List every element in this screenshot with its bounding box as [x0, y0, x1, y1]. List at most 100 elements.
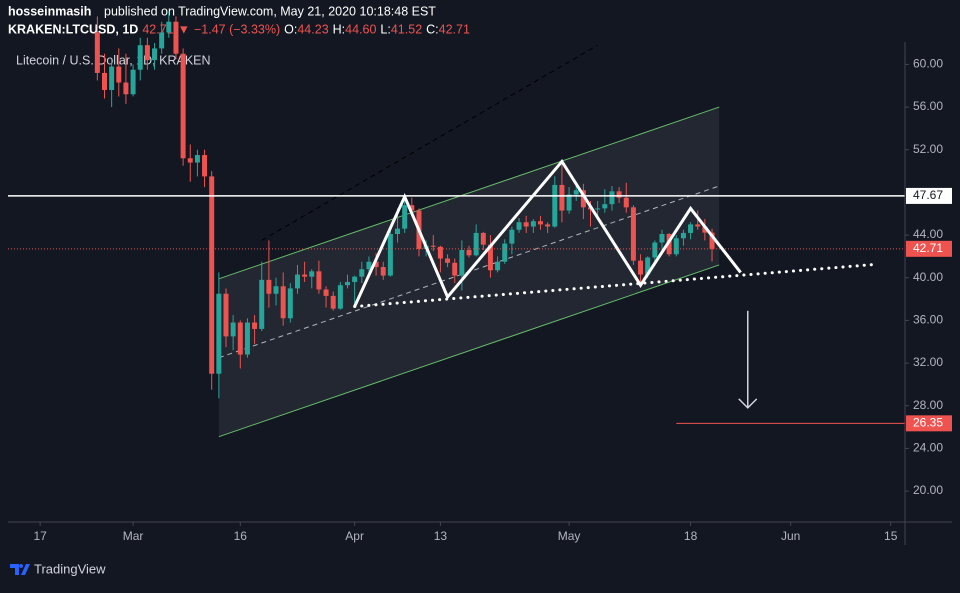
candle-body — [94, 32, 100, 73]
candle-body — [387, 234, 393, 276]
candle-body — [688, 224, 694, 233]
pattern — [353, 158, 742, 308]
channel-line — [218, 264, 720, 438]
candle-body — [473, 232, 479, 256]
quote-text: 44.60 — [345, 22, 376, 36]
x-tick-label: 16 — [234, 529, 248, 543]
candle-body — [630, 207, 636, 261]
candle-body — [702, 226, 708, 233]
x-tick-label: 17 — [33, 529, 47, 543]
quote-text: C: — [426, 22, 439, 36]
candle-body — [395, 228, 401, 234]
y-tick-label: 40.00 — [913, 270, 943, 284]
y-tick-label: 56.00 — [913, 99, 943, 113]
candle-body — [566, 194, 572, 211]
candle-body — [223, 293, 229, 337]
candle-body — [673, 238, 679, 255]
candle-body — [130, 69, 136, 95]
price-label-box — [906, 187, 952, 204]
candle-body — [194, 155, 200, 163]
candle-body — [638, 260, 644, 275]
candle-body — [509, 229, 515, 244]
candle-body — [573, 190, 579, 195]
channel-line — [218, 106, 720, 280]
candle-body — [323, 289, 329, 296]
candle-body — [437, 246, 443, 259]
candle-body — [495, 261, 501, 271]
quote-text: 42.71 — [439, 22, 470, 36]
y-tick-label: 36.00 — [913, 313, 943, 327]
x-tick-label: May — [558, 529, 581, 543]
quote-text: L: — [380, 22, 390, 36]
candle-body — [380, 267, 386, 276]
candle-body — [159, 32, 165, 49]
candle-body — [552, 184, 558, 227]
candle-body — [445, 258, 451, 263]
candle-body — [523, 222, 529, 227]
candle-body — [530, 221, 536, 227]
logo — [10, 564, 30, 575]
candle-body — [166, 21, 172, 33]
candle-body — [616, 191, 622, 198]
candle-body — [452, 262, 458, 276]
candle-body — [116, 66, 122, 83]
candle-body — [545, 224, 551, 227]
candle-body — [516, 222, 522, 230]
candle-body — [202, 155, 208, 177]
quote-line: KRAKEN:LTCUSD, 1D 42.71 ▼ −1.47 (−3.33%) O: 4… — [8, 22, 470, 36]
candle-body — [302, 274, 308, 277]
candle-body — [595, 208, 601, 210]
candle-body — [666, 234, 672, 255]
candle-body — [123, 82, 129, 95]
y-tick-label: 44.00 — [913, 227, 943, 241]
candle-body — [280, 286, 286, 319]
candle-body — [230, 322, 236, 337]
candle-body — [237, 322, 243, 355]
candle-body — [645, 257, 651, 275]
quote-text: O: — [284, 22, 297, 36]
author: hosseinmasih — [8, 4, 91, 18]
candle-body — [352, 276, 358, 282]
candle-body — [187, 158, 193, 163]
candle-body — [244, 322, 250, 355]
price-label: 47.67 — [913, 188, 943, 202]
candle-body — [259, 279, 265, 329]
candle-body — [287, 288, 293, 319]
x-tick-label: 18 — [684, 529, 698, 543]
candle-body — [294, 274, 300, 289]
candle-body — [173, 21, 179, 54]
x-tick-label: Apr — [345, 529, 364, 543]
candle-body — [373, 261, 379, 268]
candle-body — [209, 176, 215, 374]
candle-body — [144, 45, 150, 61]
candle-body — [309, 271, 315, 277]
candle-body — [180, 53, 186, 159]
candle-body — [252, 322, 258, 329]
candle-body — [537, 221, 543, 225]
candle-body — [659, 234, 665, 243]
candle-body — [337, 285, 343, 309]
candle-body — [609, 191, 615, 205]
candle-body — [101, 72, 107, 90]
candle-body — [580, 190, 586, 208]
candle-body — [680, 232, 686, 239]
chart-title: Litecoin / U.S. Dollar, 1D, KRAKEN — [16, 53, 211, 67]
quote-text: 44.23 — [297, 22, 328, 36]
candle-body — [273, 286, 279, 294]
quote-text: KRAKEN:LTCUSD, 1D — [8, 22, 138, 36]
candle-body — [459, 250, 465, 276]
quote-text: H: — [333, 22, 346, 36]
price-label: 26.35 — [913, 416, 943, 430]
quote-text: 42.71 — [142, 22, 173, 36]
y-tick-label: 52.00 — [913, 142, 943, 156]
candle-body — [652, 242, 658, 258]
y-tick-label: 20.00 — [913, 483, 943, 497]
candle-body — [695, 224, 701, 227]
x-tick-label: 15 — [884, 529, 898, 543]
price-label: 42.71 — [913, 241, 943, 255]
y-tick-label: 24.00 — [913, 441, 943, 455]
candle-body — [602, 204, 608, 209]
candle-body — [430, 245, 436, 247]
candle-body — [623, 197, 629, 208]
